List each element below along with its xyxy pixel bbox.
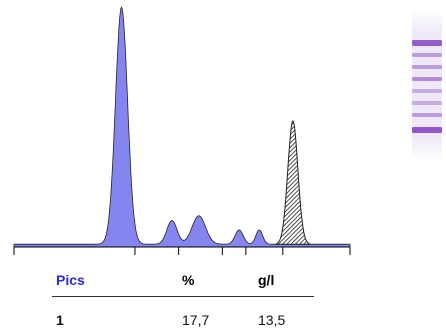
peaks-table: Pics % g/l 1 17,7 13,5	[52, 268, 314, 328]
header-divider	[52, 296, 314, 297]
header-percent: %	[182, 272, 195, 288]
table-row: 1 17,7 13,5	[52, 294, 314, 328]
header-pics: Pics	[56, 272, 85, 288]
header-gl: g/l	[258, 272, 275, 288]
table-header: Pics % g/l	[52, 268, 314, 297]
gel-band	[412, 89, 442, 93]
gel-band	[412, 53, 442, 57]
row-pic-number: 1	[56, 312, 64, 328]
row-gl: 13,5	[258, 312, 286, 328]
gel-band	[412, 101, 442, 105]
gel-band	[412, 113, 442, 117]
hatched-peak	[276, 120, 310, 245]
densitometry-chart	[13, 6, 351, 255]
electrophoresis-gel-lane	[412, 10, 442, 160]
gel-band	[412, 40, 442, 46]
gel-band	[412, 77, 442, 81]
row-percent: 17,7	[182, 312, 210, 328]
gel-band	[412, 127, 442, 133]
gel-band	[412, 65, 442, 69]
